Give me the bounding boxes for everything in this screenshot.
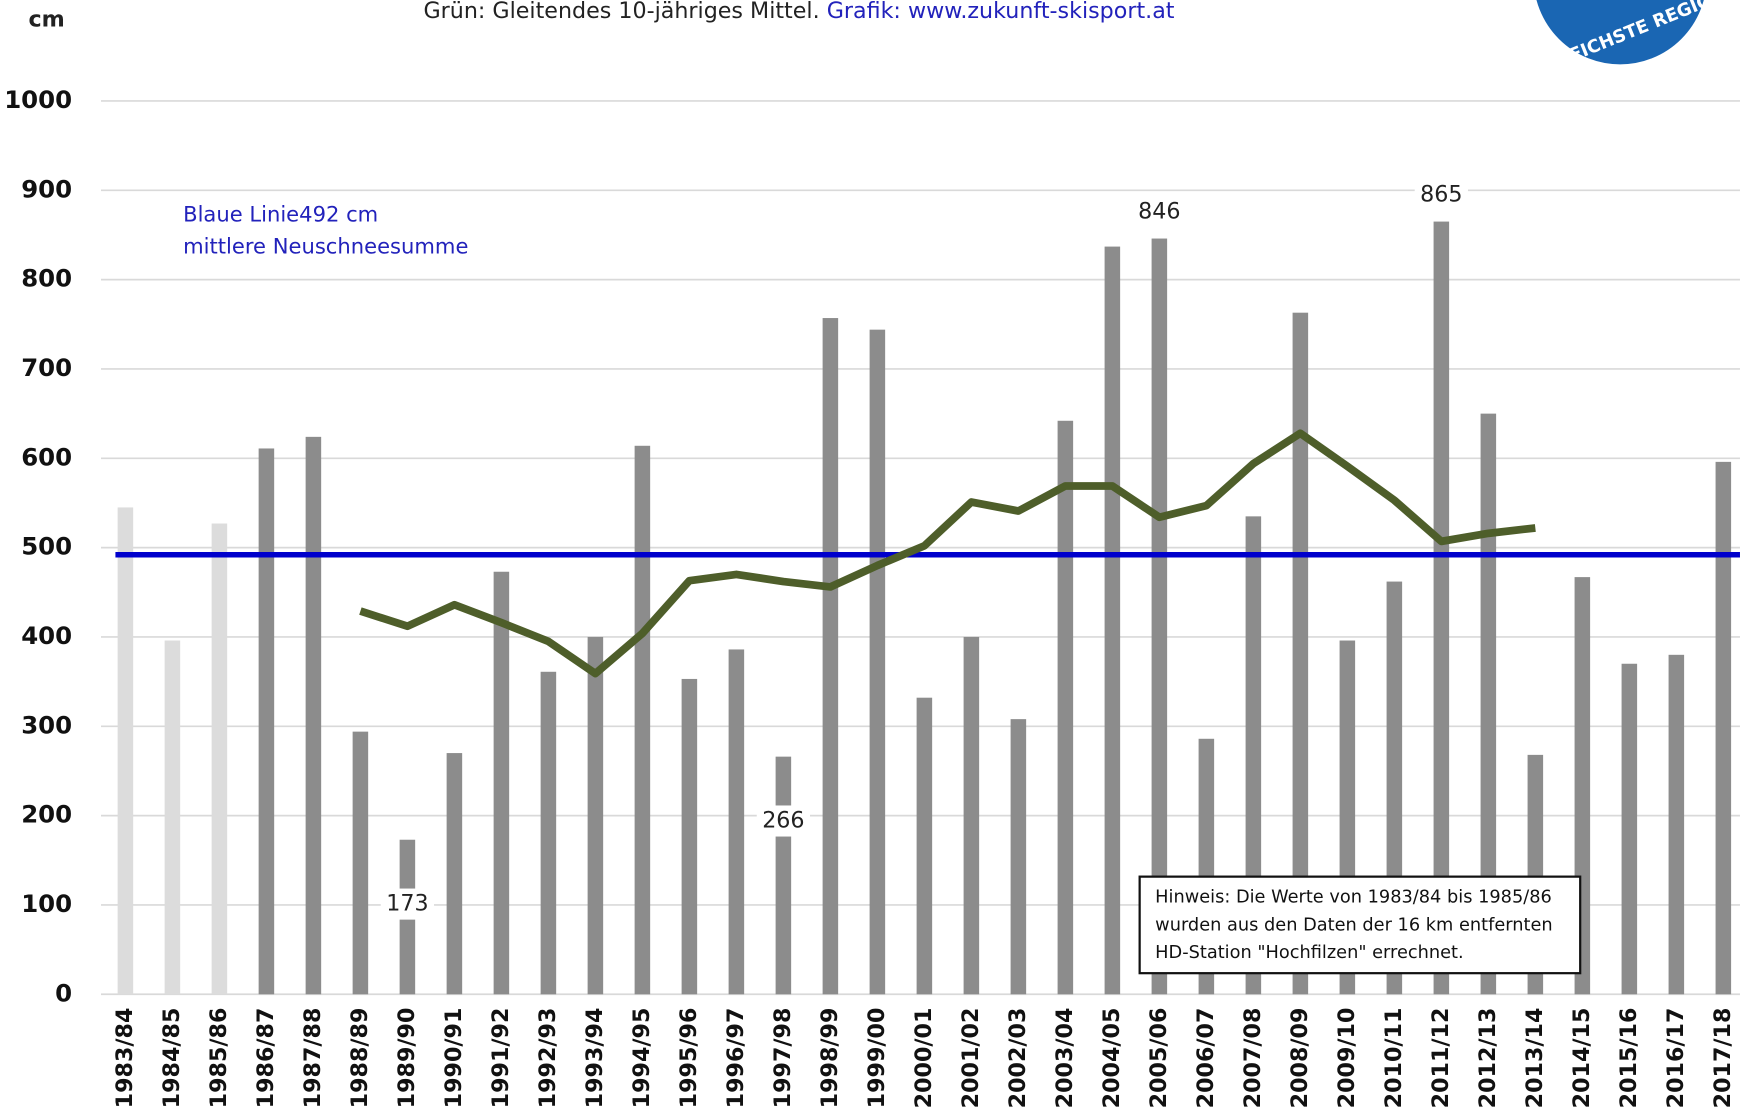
y-tick-label: 100 <box>21 889 72 918</box>
moving-average-line <box>359 429 1536 678</box>
bar <box>869 329 886 995</box>
x-tick-label: 2011/12 <box>1428 1008 1454 1109</box>
bar <box>1057 420 1074 995</box>
bar <box>1668 654 1685 995</box>
title-text: Grün: Gleitendes 10-jähriges Mittel. <box>423 0 819 24</box>
bar <box>164 640 181 995</box>
y-tick-label: 400 <box>21 621 72 650</box>
note-text: Hinweis: Die Werte von 1983/84 bis 1985/… <box>1155 888 1552 908</box>
x-tick-label: 1998/99 <box>817 1008 843 1109</box>
bar <box>963 636 980 995</box>
x-tick-label: 1994/95 <box>629 1008 655 1109</box>
x-tick-label: 1990/91 <box>441 1008 467 1109</box>
bar <box>587 636 604 995</box>
bar <box>634 445 651 995</box>
bar <box>1292 312 1309 995</box>
y-tick-label: 600 <box>21 442 72 471</box>
x-tick-label: 2007/08 <box>1240 1008 1266 1109</box>
bar <box>1715 461 1732 995</box>
y-tick-label: 800 <box>21 264 72 293</box>
bar <box>1621 663 1638 995</box>
annotation: Blaue Linie492 cm <box>183 201 378 226</box>
bar <box>352 731 369 995</box>
subtitle-text: Grafik: www.zukunft-skisport.at <box>827 0 1175 24</box>
bar <box>540 671 557 995</box>
bar <box>916 697 933 995</box>
chart-title: Grün: Gleitendes 10-jähriges Mittel. Gra… <box>423 0 1174 24</box>
x-tick-label: 2008/09 <box>1287 1008 1313 1109</box>
x-tick-label: 2017/18 <box>1710 1008 1736 1109</box>
x-tick-label: 1997/98 <box>770 1008 796 1109</box>
bar <box>1433 221 1450 995</box>
x-tick-label: 2012/13 <box>1475 1008 1501 1109</box>
bar <box>1480 413 1497 995</box>
x-tick-label: 2005/06 <box>1146 1008 1172 1109</box>
bar <box>1245 516 1262 995</box>
x-tick-label: 2006/07 <box>1193 1008 1219 1109</box>
annotation: mittlere Neuschneesumme <box>183 233 468 258</box>
x-tick-label: 1996/97 <box>723 1008 749 1109</box>
y-tick-label: 700 <box>21 353 72 382</box>
y-tick-label: 300 <box>21 710 72 739</box>
x-tick-label: 1989/90 <box>394 1008 420 1109</box>
y-tick-label: 1000 <box>4 85 72 114</box>
label-background <box>380 888 435 920</box>
x-tick-label: 1991/92 <box>488 1008 514 1109</box>
bar <box>1104 246 1121 995</box>
x-tick-label: 1987/88 <box>300 1008 326 1109</box>
bar <box>1010 719 1027 995</box>
x-tick-label: 1986/87 <box>253 1008 279 1109</box>
x-tick-label: 2001/02 <box>958 1008 984 1109</box>
x-tick-label: 2004/05 <box>1099 1008 1125 1109</box>
bar <box>258 448 275 995</box>
x-tick-label: 1999/00 <box>864 1008 890 1109</box>
x-tick-label: 1983/84 <box>112 1008 138 1109</box>
x-tick-label: 2014/15 <box>1569 1008 1595 1109</box>
x-tick-label: 1984/85 <box>159 1008 185 1109</box>
x-tick-label: 2013/14 <box>1522 1008 1548 1109</box>
x-tick-label: 1992/93 <box>535 1008 561 1109</box>
x-tick-label: 2002/03 <box>1005 1008 1031 1109</box>
bar <box>1151 238 1168 995</box>
y-tick-label: 500 <box>21 532 72 561</box>
x-tick-label: 1993/94 <box>582 1008 608 1109</box>
x-tick-label: 2010/11 <box>1381 1008 1407 1109</box>
bar <box>211 523 228 995</box>
label-background <box>1414 179 1468 211</box>
x-tick-label: 1995/96 <box>676 1008 702 1109</box>
data-label: 266 <box>762 808 804 834</box>
y-axis-label: cm <box>28 6 64 32</box>
x-tick-label: 1985/86 <box>206 1008 232 1109</box>
note-text: wurden aus den Daten der 16 km entfernte… <box>1155 915 1552 935</box>
bar <box>728 649 745 995</box>
label-background <box>1132 196 1186 228</box>
bar <box>822 318 839 995</box>
data-label: 865 <box>1420 181 1462 207</box>
x-tick-label: 2016/17 <box>1663 1008 1689 1109</box>
y-tick-label: 200 <box>21 800 72 829</box>
logo <box>1531 0 1709 69</box>
y-tick-label: 900 <box>21 174 72 203</box>
x-tick-label: 2009/10 <box>1334 1008 1360 1109</box>
x-tick-label: 2000/01 <box>911 1008 937 1109</box>
label-background <box>756 805 811 837</box>
bar <box>681 678 698 995</box>
data-label: 173 <box>386 891 428 917</box>
bar <box>305 436 322 995</box>
note-text: HD-Station "Hochfilzen" errechnet. <box>1155 943 1463 963</box>
bar <box>775 756 792 995</box>
bar <box>117 507 134 995</box>
y-tick-label: 0 <box>55 978 72 1007</box>
bar <box>493 571 510 995</box>
x-tick-label: 2003/04 <box>1052 1008 1078 1109</box>
data-label: 846 <box>1138 198 1180 224</box>
x-tick-label: 1988/89 <box>347 1008 373 1109</box>
note-box <box>1138 875 1582 975</box>
bar <box>446 753 463 995</box>
x-tick-label: 2015/16 <box>1616 1008 1642 1109</box>
